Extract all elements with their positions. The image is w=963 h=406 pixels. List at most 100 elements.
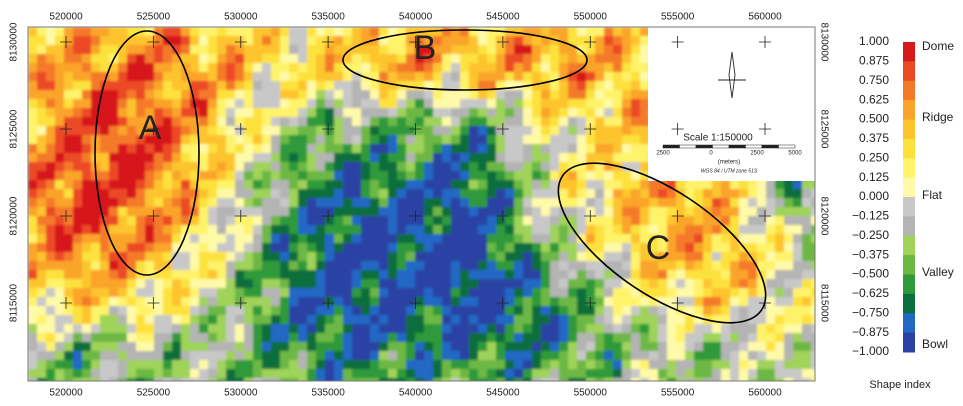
raster-cell: [100, 270, 110, 280]
raster-cell: [721, 279, 731, 289]
raster-cell: [685, 252, 695, 262]
raster-cell: [604, 378, 614, 388]
raster-cell: [244, 90, 254, 100]
raster-cell: [460, 99, 470, 109]
raster-cell: [64, 306, 74, 316]
raster-cell: [73, 126, 83, 136]
raster-cell: [496, 171, 506, 181]
raster-cell: [361, 270, 371, 280]
raster-cell: [253, 54, 263, 64]
raster-cell: [289, 369, 299, 379]
raster-cell: [577, 171, 587, 181]
raster-cell: [307, 171, 317, 181]
raster-cell: [334, 288, 344, 298]
raster-cell: [352, 360, 362, 370]
raster-cell: [514, 171, 524, 181]
raster-cell: [352, 279, 362, 289]
raster-cell: [703, 234, 713, 244]
raster-cell: [244, 162, 254, 172]
raster-cell: [487, 126, 497, 136]
raster-cell: [226, 99, 236, 109]
raster-cell: [802, 261, 812, 271]
raster-cell: [172, 108, 182, 118]
raster-cell: [424, 342, 434, 352]
raster-cell: [613, 99, 623, 109]
raster-cell: [658, 324, 668, 334]
raster-cell: [415, 207, 425, 217]
raster-cell: [388, 369, 398, 379]
raster-cell: [568, 378, 578, 388]
raster-cell: [442, 162, 452, 172]
raster-cell: [280, 234, 290, 244]
raster-cell: [28, 45, 38, 55]
raster-cell: [46, 270, 56, 280]
raster-cell: [478, 369, 488, 379]
raster-cell: [64, 189, 74, 199]
raster-cell: [28, 333, 38, 343]
raster-cell: [280, 270, 290, 280]
raster-cell: [487, 99, 497, 109]
raster-cell: [451, 90, 461, 100]
raster-cell: [316, 45, 326, 55]
raster-cell: [235, 162, 245, 172]
raster-cell: [226, 288, 236, 298]
raster-cell: [82, 63, 92, 73]
raster-cell: [487, 207, 497, 217]
raster-cell: [397, 189, 407, 199]
raster-cell: [271, 252, 281, 262]
raster-cell: [334, 297, 344, 307]
raster-cell: [208, 234, 218, 244]
raster-cell: [181, 315, 191, 325]
raster-cell: [550, 45, 560, 55]
raster-cell: [793, 180, 803, 190]
raster-cell: [748, 234, 758, 244]
raster-cell: [109, 360, 119, 370]
raster-cell: [550, 27, 560, 37]
raster-cell: [271, 351, 281, 361]
raster-cell: [532, 243, 542, 253]
raster-cell: [298, 279, 308, 289]
raster-cell: [631, 81, 641, 91]
raster-cell: [658, 315, 668, 325]
raster-cell: [307, 243, 317, 253]
raster-cell: [442, 90, 452, 100]
raster-cell: [397, 288, 407, 298]
raster-cell: [217, 108, 227, 118]
raster-cell: [451, 369, 461, 379]
raster-cell: [46, 54, 56, 64]
raster-cell: [352, 252, 362, 262]
raster-cell: [37, 225, 47, 235]
raster-cell: [685, 207, 695, 217]
raster-cell: [28, 360, 38, 370]
raster-cell: [208, 225, 218, 235]
raster-cell: [109, 108, 119, 118]
raster-cell: [613, 90, 623, 100]
raster-cell: [523, 360, 533, 370]
raster-cell: [766, 297, 776, 307]
raster-cell: [298, 144, 308, 154]
raster-cell: [289, 243, 299, 253]
raster-cell: [667, 324, 677, 334]
raster-cell: [748, 243, 758, 253]
raster-cell: [478, 90, 488, 100]
raster-cell: [316, 162, 326, 172]
raster-cell: [775, 360, 785, 370]
raster-cell: [253, 207, 263, 217]
raster-cell: [604, 216, 614, 226]
raster-cell: [307, 81, 317, 91]
x-tick-label: 520000: [49, 12, 83, 23]
colorbar-segment: [903, 61, 915, 81]
raster-cell: [118, 90, 128, 100]
raster-cell: [190, 378, 200, 388]
raster-cell: [694, 216, 704, 226]
colorbar-segment: [903, 81, 915, 101]
raster-cell: [334, 153, 344, 163]
raster-cell: [712, 189, 722, 199]
raster-cell: [82, 225, 92, 235]
raster-cell: [667, 333, 677, 343]
raster-cell: [415, 315, 425, 325]
raster-cell: [487, 288, 497, 298]
raster-cell: [613, 27, 623, 37]
raster-cell: [28, 243, 38, 253]
colorbar-tick-label: −0.750: [852, 305, 889, 319]
